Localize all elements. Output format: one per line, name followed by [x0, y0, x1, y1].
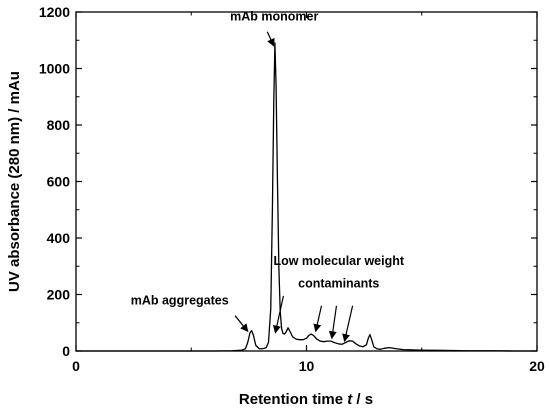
y-tick-label: 1000 [39, 61, 70, 77]
x-axis-title-main: Retention time [239, 391, 347, 408]
chromatogram-trace [76, 42, 537, 352]
y-axis-title: UV absorbance (280 nm) / mAu [6, 71, 23, 292]
y-axis-ticks: 0 200 400 600 800 1000 1200 [39, 4, 537, 359]
y-tick-label: 800 [47, 117, 71, 133]
annotation-label: mAb aggregates [131, 293, 229, 307]
annotation-label: mAb monomer [230, 9, 318, 23]
y-tick-label: 0 [62, 343, 70, 359]
x-tick-label: 10 [299, 358, 315, 374]
y-tick-label: 400 [47, 230, 71, 246]
y-tick-label: 1200 [39, 4, 70, 20]
x-axis-title-unit: / s [352, 391, 373, 408]
annotation-arrow [266, 31, 275, 47]
series-layer [76, 42, 537, 352]
x-tick-label: 20 [529, 358, 545, 374]
x-axis-title: Retention time t / s [239, 391, 373, 408]
x-axis-ticks: 0 10 20 [72, 12, 545, 374]
annotation-label: Low molecular weight [273, 254, 404, 268]
annotation-label: contaminants [298, 276, 379, 290]
annotation-arrow [342, 305, 354, 343]
x-tick-label: 0 [72, 358, 80, 374]
annotation-arrow [313, 305, 323, 333]
annotation-arrow [234, 315, 249, 332]
annotations: mAb monomer Low molecular weight contamina… [131, 9, 405, 307]
x-axis-title-variable: t [347, 391, 353, 408]
annotation-arrow [272, 295, 285, 334]
y-tick-label: 200 [47, 287, 71, 303]
y-tick-label: 600 [47, 174, 71, 190]
annotation-arrows [234, 31, 354, 343]
annotation-arrow [328, 305, 338, 340]
